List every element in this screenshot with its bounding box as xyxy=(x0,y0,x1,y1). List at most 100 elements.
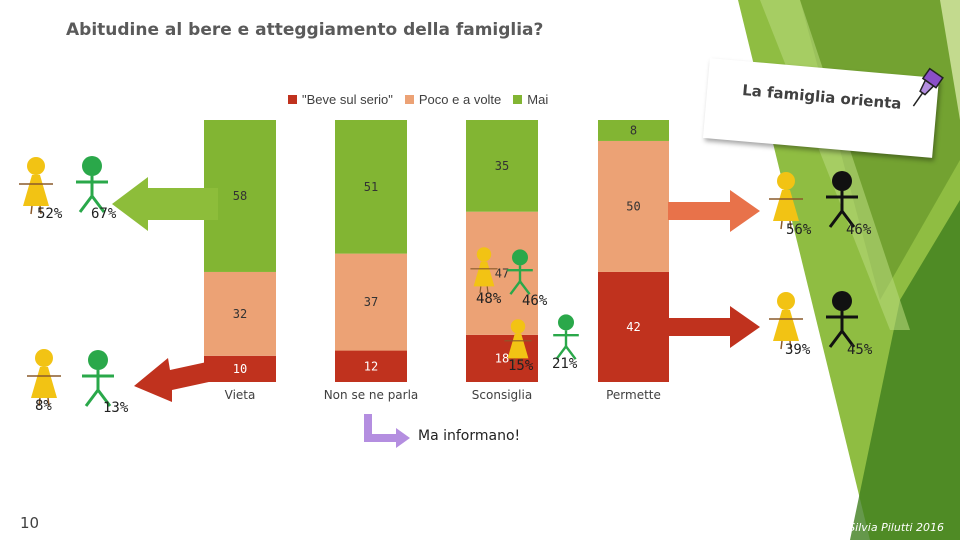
boy-center-top-leg-l xyxy=(509,280,521,295)
girl-left-bottom-dress xyxy=(31,367,57,398)
x-tick-label-2: Sconsiglia xyxy=(472,388,532,402)
plot-area xyxy=(204,120,669,382)
slide-title: Abitudine al bere e atteggiamento della … xyxy=(66,20,544,40)
girl-right-top xyxy=(769,172,803,230)
bar-2-series-0 xyxy=(466,334,538,382)
girl-left-top-dress xyxy=(23,175,49,206)
arrow-left-top xyxy=(112,177,218,231)
bar-3-series-0 xyxy=(598,271,669,382)
bar-2-series-2 xyxy=(466,120,538,212)
arrow-right-bottom xyxy=(668,306,760,348)
girl-center-top-head xyxy=(476,247,492,262)
girl-right-top-leg-r xyxy=(789,220,792,230)
data-label-1-1: 37 xyxy=(364,295,378,309)
girl-left-bottom-leg-l xyxy=(38,397,41,407)
girl-center-top xyxy=(470,247,498,293)
boy-center-bottom xyxy=(553,314,579,360)
credit-text: Silvia Pilutti 2016 xyxy=(848,521,944,534)
boy-left-top-leg-l xyxy=(78,195,94,213)
pct-boy-left-bottom: 13% xyxy=(103,400,129,416)
boy-right-top-leg-r xyxy=(840,210,856,228)
girl-right-bottom-leg-l xyxy=(780,340,783,350)
boy-center-bottom-head xyxy=(558,314,574,331)
boy-left-top xyxy=(76,156,108,213)
legend-label-poco: Poco e a volte xyxy=(418,92,502,107)
girl-center-bottom-leg-l xyxy=(513,358,516,365)
pct-girl-left-top: 52% xyxy=(37,206,63,222)
arrow-left-bottom xyxy=(134,358,218,402)
girl-center-bottom-dress xyxy=(507,333,529,359)
legend-swatch-serio xyxy=(288,95,297,104)
pct-girl-left-bottom: 8% xyxy=(35,398,52,414)
girl-center-top-leg-r xyxy=(486,286,489,293)
data-label-3-1: 50 xyxy=(626,199,640,213)
girl-center-top-leg-l xyxy=(479,286,482,293)
bar-1-series-1 xyxy=(335,253,407,351)
data-label-3-2: 8 xyxy=(630,123,637,137)
girl-left-top-leg-r xyxy=(39,205,42,215)
pct-boy-right-bottom: 45% xyxy=(847,342,873,358)
page-number: 10 xyxy=(20,514,40,532)
boy-right-top-head xyxy=(832,171,852,191)
girl-right-bottom-leg-r xyxy=(789,340,792,350)
girl-left-top-leg-l xyxy=(30,205,33,215)
boy-center-top xyxy=(507,249,533,295)
girl-left-top xyxy=(19,157,53,215)
boy-left-top-head xyxy=(82,156,102,176)
pct-girl-right-bottom: 39% xyxy=(785,342,811,358)
boy-center-top-leg-r xyxy=(519,280,531,295)
girl-left-top-head xyxy=(27,157,45,175)
bar-1-series-0 xyxy=(335,350,407,382)
pct-girl-right-top: 56% xyxy=(786,222,812,238)
girl-left-bottom-head xyxy=(35,349,53,367)
boy-right-bottom-head xyxy=(832,291,852,311)
girl-right-top-dress xyxy=(773,190,799,221)
legend-swatch-poco xyxy=(404,95,414,104)
arrow-right-top xyxy=(668,190,760,232)
boy-right-bottom xyxy=(826,291,858,348)
girl-left-bottom xyxy=(27,349,61,407)
subnote-text: Ma informano! xyxy=(418,428,521,444)
legend-item-serio: "Beve sul serio" xyxy=(288,92,393,107)
boy-left-bottom-leg-r xyxy=(96,389,112,407)
pct-boy-center-top: 46% xyxy=(522,293,548,309)
pushpin-body xyxy=(919,79,935,96)
girl-right-top-leg-l xyxy=(780,220,783,230)
boy-center-bottom-leg-r xyxy=(565,345,577,360)
legend-item-poco: Poco e a volte xyxy=(404,92,502,107)
pushpin-icon xyxy=(912,67,944,107)
legend-item-mai: Mai xyxy=(513,92,548,107)
legend-label-mai: Mai xyxy=(527,92,549,107)
data-label-2-1: 47 xyxy=(495,266,509,280)
girl-center-bottom-leg-r xyxy=(520,358,523,365)
data-label-1-2: 51 xyxy=(364,180,378,194)
girl-center-bottom xyxy=(504,319,532,365)
x-tick-label-3: Permette xyxy=(606,388,661,402)
data-label-0-2: 58 xyxy=(233,189,247,203)
x-tick-label-1: Non se ne parla xyxy=(324,388,419,402)
boy-left-bottom xyxy=(82,350,114,407)
boy-right-bottom-leg-r xyxy=(840,330,856,348)
girl-right-bottom xyxy=(769,292,803,350)
legend-label-serio: "Beve sul serio" xyxy=(302,92,393,107)
girl-center-top-dress xyxy=(473,261,495,287)
boy-left-bottom-leg-l xyxy=(84,389,100,407)
data-label-0-0: 10 xyxy=(233,362,247,376)
boy-left-top-leg-r xyxy=(90,195,106,213)
pct-girl-center-bottom: 15% xyxy=(508,358,534,374)
girl-right-top-head xyxy=(777,172,795,190)
boy-right-bottom-leg-l xyxy=(828,330,844,348)
bar-3-series-2 xyxy=(598,120,669,141)
pct-boy-left-top: 67% xyxy=(91,206,117,222)
data-label-2-0: 18 xyxy=(495,351,509,365)
girl-right-bottom-dress xyxy=(773,310,799,341)
boy-center-bottom-leg-l xyxy=(555,345,567,360)
legend-swatch-mai xyxy=(513,95,523,104)
purple-connector-arrow xyxy=(364,414,410,448)
boy-right-top xyxy=(826,171,858,228)
x-tick-label-0: Vieta xyxy=(225,388,256,402)
chart-legend: "Beve sul serio" Poco e a volte Mai xyxy=(288,92,560,107)
